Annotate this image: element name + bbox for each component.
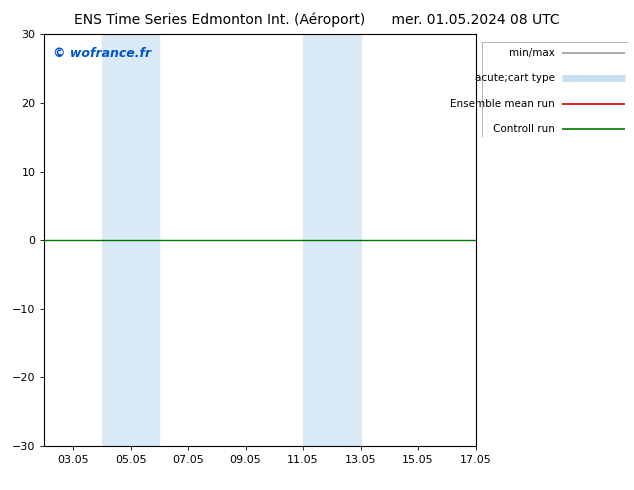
Text: Ensemble mean run: Ensemble mean run (450, 99, 555, 109)
Text: acute;cart type: acute;cart type (475, 74, 555, 83)
Text: Controll run: Controll run (493, 124, 555, 134)
Text: min/max: min/max (509, 48, 555, 58)
Bar (303, 34, 361, 446)
Text: ENS Time Series Edmonton Int. (Aéroport)      mer. 01.05.2024 08 UTC: ENS Time Series Edmonton Int. (Aéroport)… (74, 12, 560, 27)
Text: © wofrance.fr: © wofrance.fr (53, 47, 151, 60)
FancyBboxPatch shape (482, 42, 628, 145)
Bar (102, 34, 159, 446)
